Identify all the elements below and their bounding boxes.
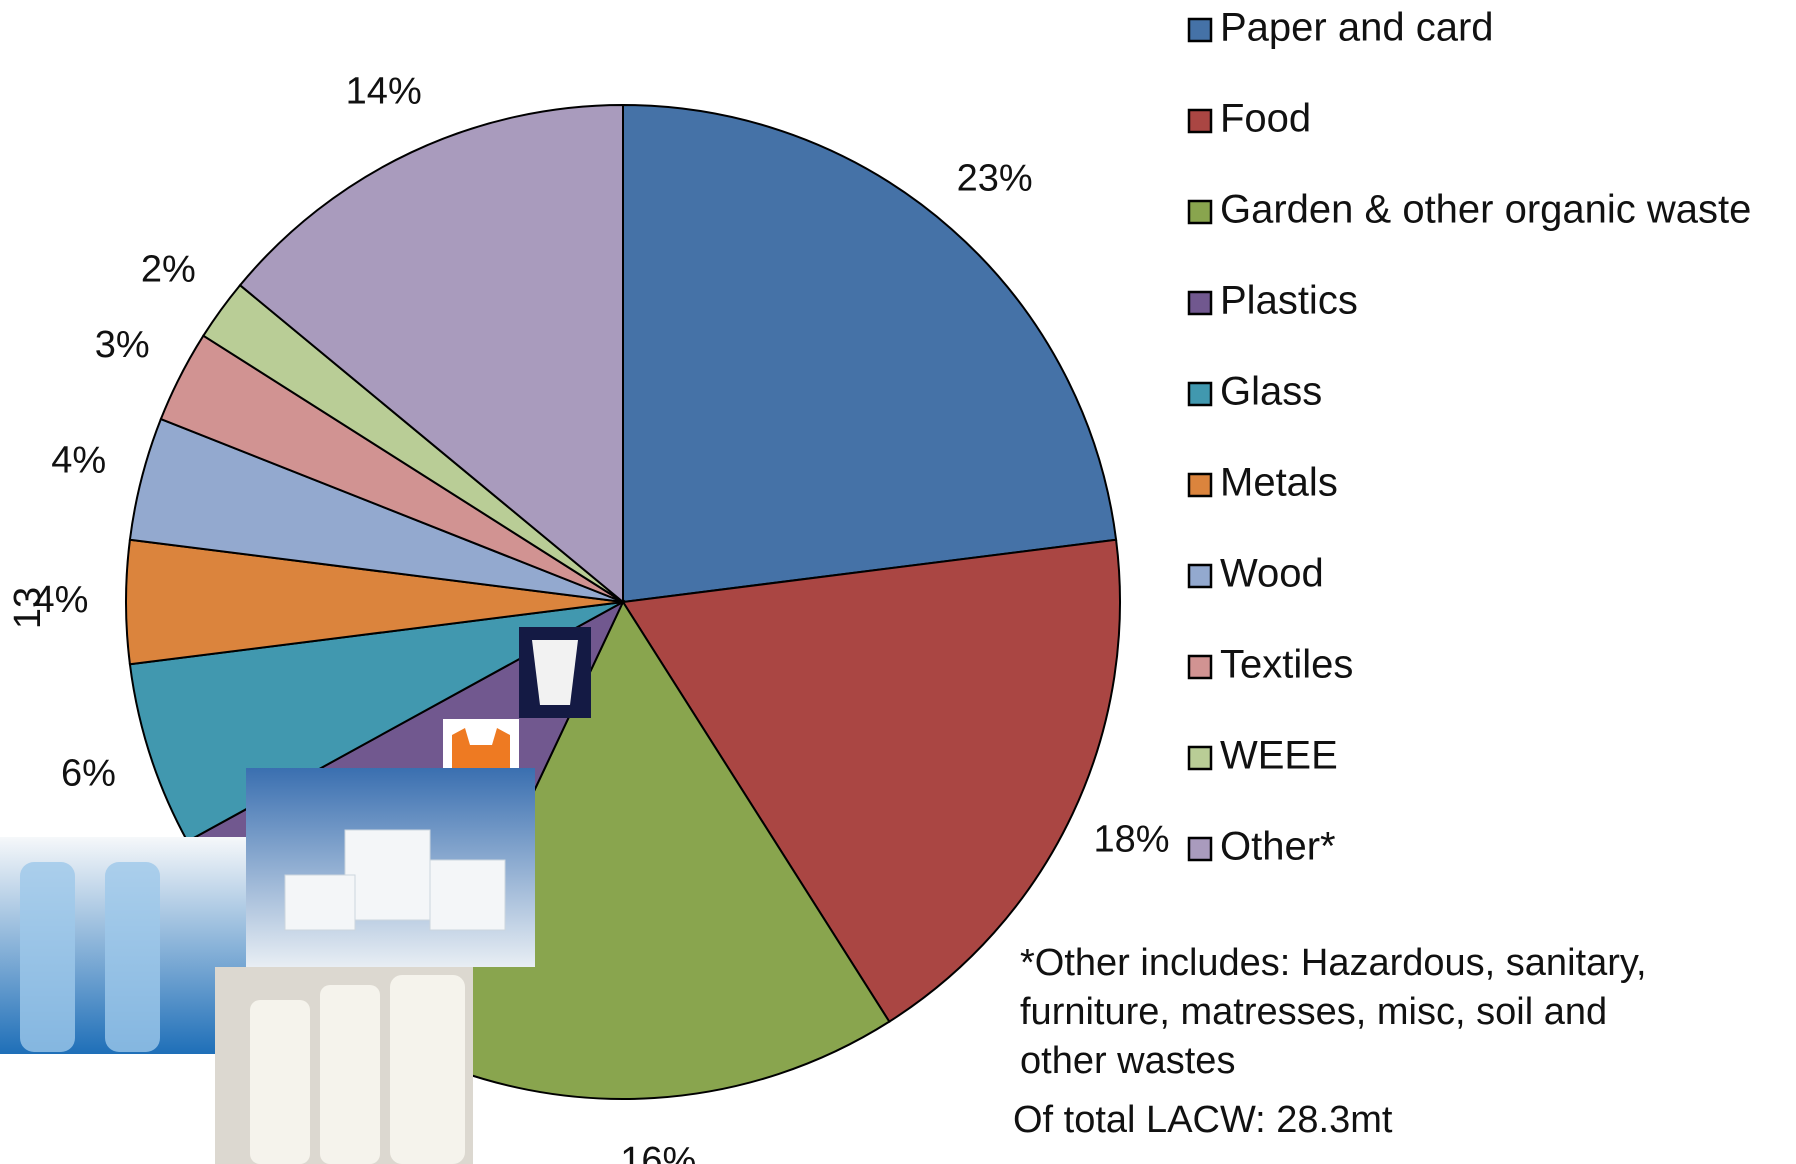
legend-swatch xyxy=(1187,654,1213,680)
legend-label: Wood xyxy=(1220,552,1324,596)
photos xyxy=(0,627,591,1164)
footnote: other wastes xyxy=(1020,1040,1235,1082)
data-label: 2% xyxy=(141,249,196,291)
data-label: 16% xyxy=(620,1140,696,1164)
legend-swatch xyxy=(1187,290,1213,316)
legend-label: WEEE xyxy=(1220,734,1338,778)
pie-slice xyxy=(238,103,624,605)
legend-label: Glass xyxy=(1220,370,1322,414)
legend-swatch xyxy=(1187,199,1213,225)
legend-swatch xyxy=(1187,745,1213,771)
legend-swatch xyxy=(1187,17,1213,43)
legend-swatch xyxy=(1187,472,1213,498)
legend: Paper and card Food Garden & other organic… xyxy=(1187,6,1751,869)
legend-swatch xyxy=(1187,836,1213,862)
milk-bottle xyxy=(250,1000,310,1164)
total-note: Of total LACW: 28.3mt xyxy=(1013,1099,1393,1141)
footnote: *Other includes: Hazardous, sanitary, xyxy=(1020,942,1647,984)
container xyxy=(344,829,431,921)
data-label: 4% xyxy=(34,579,89,621)
cup-icon xyxy=(532,640,578,705)
data-label: 3% xyxy=(95,324,150,366)
data-label: 4% xyxy=(51,439,106,481)
legend-label: Textiles xyxy=(1220,643,1353,687)
bottle xyxy=(105,862,160,1052)
data-label: 14% xyxy=(346,71,422,113)
legend-swatch xyxy=(1187,108,1213,134)
pie-slice xyxy=(622,103,1118,604)
page-number: 13 xyxy=(7,587,49,629)
legend-label: Other* xyxy=(1220,825,1336,869)
data-label: 6% xyxy=(61,753,116,795)
pie-slice xyxy=(621,538,1121,1024)
legend-label: Paper and card xyxy=(1220,6,1494,50)
legend-label: Garden & other organic waste xyxy=(1220,188,1751,232)
data-label: 23% xyxy=(957,157,1033,199)
legend-label: Food xyxy=(1220,97,1311,141)
data-label: 18% xyxy=(1093,818,1169,860)
container xyxy=(429,859,506,931)
milk-bottle xyxy=(390,975,465,1164)
footnote: furniture, matresses, misc, soil and xyxy=(1020,991,1607,1033)
milk-bottle xyxy=(320,985,380,1164)
legend-label: Metals xyxy=(1220,461,1338,505)
bottle xyxy=(20,862,75,1052)
legend-swatch xyxy=(1187,381,1213,407)
legend-swatch xyxy=(1187,563,1213,589)
container xyxy=(284,874,356,931)
legend-label: Plastics xyxy=(1220,279,1358,323)
